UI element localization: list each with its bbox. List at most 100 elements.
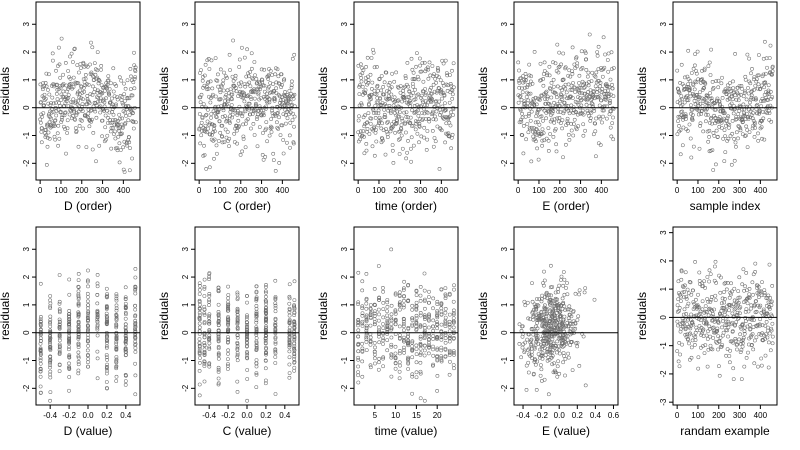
residual-point — [409, 93, 414, 98]
x-tick-label: 100 — [372, 186, 386, 195]
residual-point — [67, 361, 71, 366]
residual-point — [280, 123, 285, 128]
residual-point — [560, 296, 565, 301]
residual-point — [732, 158, 737, 163]
residual-point — [360, 288, 365, 293]
residual-point — [220, 134, 224, 139]
x-tick-label: 0 — [675, 411, 680, 420]
residual-point — [235, 379, 240, 384]
residual-point — [226, 296, 230, 301]
residual-point — [241, 93, 246, 97]
residual-point — [95, 301, 100, 306]
residual-point — [67, 375, 72, 379]
residual-point — [80, 102, 85, 106]
residual-point — [221, 81, 225, 86]
residual-point — [267, 97, 272, 102]
x-tick-label: 200 — [553, 186, 567, 195]
residual-point — [224, 102, 229, 107]
residual-point — [197, 337, 202, 341]
residual-point — [550, 362, 555, 367]
residual-point — [762, 288, 767, 292]
residual-point — [686, 98, 691, 103]
residual-point — [237, 104, 242, 109]
residual-point — [534, 139, 538, 144]
residual-point — [555, 339, 560, 344]
residual-point — [289, 106, 293, 111]
residual-point — [446, 117, 451, 122]
residual-point — [114, 314, 119, 319]
residual-point — [95, 324, 100, 328]
residual-point — [596, 141, 601, 146]
residual-point — [691, 288, 695, 293]
residual-point — [685, 287, 690, 292]
residual-point — [48, 320, 52, 324]
residual-point — [260, 77, 264, 82]
residual-point — [237, 124, 241, 128]
residual-point — [435, 124, 440, 129]
y-tick-label: 2 — [340, 49, 349, 54]
residual-point — [203, 113, 208, 118]
residual-point — [447, 372, 452, 377]
residual-point — [251, 122, 256, 126]
residual-point — [568, 87, 573, 92]
residual-point — [359, 79, 364, 84]
residual-point — [715, 326, 720, 331]
residual-point — [38, 323, 43, 328]
y-tick-label: 1 — [181, 302, 190, 307]
residual-point — [40, 114, 45, 119]
residual-point — [561, 155, 565, 160]
residual-point — [291, 141, 296, 146]
residual-point — [360, 84, 365, 89]
residual-point — [376, 100, 380, 105]
residual-point — [239, 80, 243, 85]
residual-point — [575, 100, 580, 105]
residual-point — [235, 290, 240, 295]
residual-point — [133, 120, 138, 125]
residual-point — [207, 337, 212, 342]
residual-point — [706, 139, 711, 144]
residual-point — [125, 96, 130, 101]
residual-point — [273, 351, 278, 356]
residual-point — [680, 284, 685, 289]
residual-point — [218, 97, 223, 101]
residual-point — [531, 317, 536, 322]
residual-point — [207, 277, 211, 281]
residual-point — [762, 137, 767, 142]
residual-point — [684, 114, 688, 119]
residual-point — [533, 120, 538, 125]
residual-point — [381, 342, 385, 346]
residual-point — [562, 277, 567, 282]
residual-point — [546, 149, 551, 153]
residual-point — [133, 267, 138, 271]
residual-point — [768, 43, 773, 48]
residual-point — [590, 70, 595, 75]
residual-point — [739, 326, 744, 331]
residual-point — [120, 116, 124, 121]
y-tick-label: -2 — [500, 159, 509, 167]
residual-point — [207, 364, 212, 369]
residual-point — [570, 96, 575, 100]
residual-point — [399, 123, 404, 127]
residual-point — [218, 67, 223, 72]
residual-point — [430, 64, 435, 68]
residual-point — [391, 124, 396, 129]
residual-point — [389, 374, 394, 379]
residual-point — [605, 58, 610, 62]
residual-point — [374, 92, 379, 97]
residual-point — [680, 109, 685, 114]
residual-point — [738, 311, 742, 316]
residual-point — [86, 324, 90, 329]
residual-point — [722, 128, 727, 132]
residual-point — [214, 114, 218, 119]
residual-point — [264, 290, 268, 295]
residual-point — [710, 80, 715, 84]
residual-point — [402, 298, 406, 303]
residual-point — [42, 84, 47, 88]
residual-point — [104, 355, 109, 360]
x-tick-label: 300 — [733, 186, 747, 195]
residual-point — [741, 94, 746, 99]
y-tick-label: 3 — [659, 21, 668, 26]
residual-point — [446, 133, 451, 138]
residual-point — [206, 57, 211, 61]
residual-point — [215, 79, 220, 83]
